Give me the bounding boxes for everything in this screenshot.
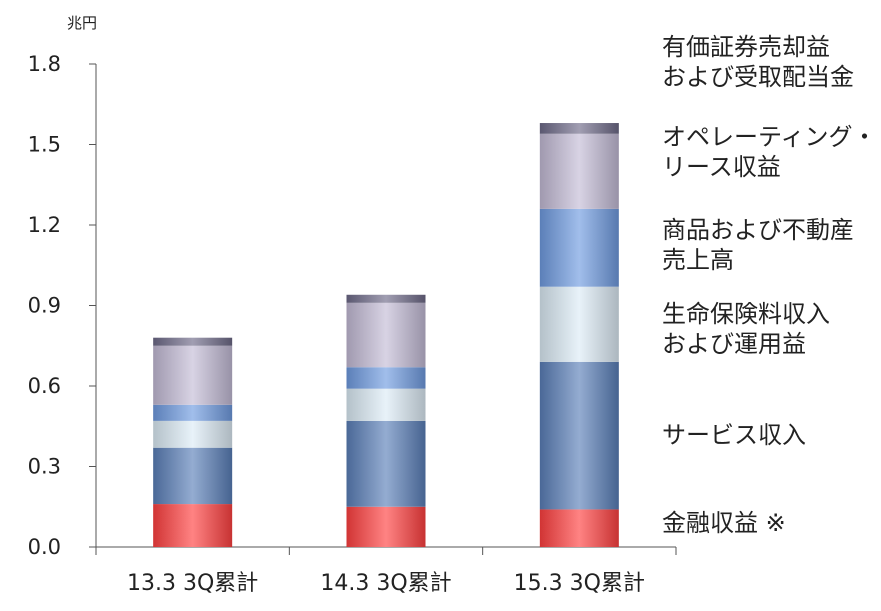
y-tick-label: 0.0	[28, 535, 61, 559]
legend-item-label: 金融収益 ※	[662, 509, 786, 537]
bar-segment	[153, 420, 233, 448]
bars: 13.3 3Q累計 14.3 3Q累計 15.3 3Q累計	[127, 123, 645, 596]
y-axis-unit-label: 兆円	[67, 14, 97, 32]
legend-item-label: 生命保険料収入および運用益	[662, 300, 830, 358]
axes: 0.0 0.3 0.6 0.9 1.2 1.5 1.8	[28, 52, 677, 559]
y-tick-label: 0.9	[28, 294, 61, 318]
y-tick-label: 1.2	[28, 213, 61, 237]
y-tick-label: 0.6	[28, 374, 61, 398]
bar-segment	[153, 447, 233, 505]
bar-segment	[539, 208, 619, 287]
x-category-label: 15.3 3Q累計	[514, 571, 645, 596]
legend-item-label: オペレーティング・リース収益	[662, 123, 877, 181]
bar-segment	[346, 294, 426, 303]
bar-segment	[153, 345, 233, 405]
legend: 金融収益 ※ サービス収入 生命保険料収入および運用益商品および不動産売上高オペレー…	[662, 33, 877, 537]
bar-segment	[153, 504, 233, 547]
bar-segment	[539, 123, 619, 134]
bar-segment	[539, 133, 619, 209]
bar-segment	[153, 404, 233, 421]
legend-item-label: 商品および不動産売上高	[662, 216, 854, 274]
y-tick-label: 0.3	[28, 455, 61, 479]
y-tick-label: 1.5	[28, 133, 61, 157]
bar-segment	[346, 420, 426, 507]
x-category-label: 13.3 3Q累計	[127, 571, 258, 596]
legend-item-label: サービス収入	[662, 421, 806, 449]
bar-segment	[346, 388, 426, 421]
y-tick-label: 1.8	[28, 52, 61, 76]
legend-item-label: 有価証券売却益および受取配当金	[662, 33, 854, 91]
bar-segment	[346, 302, 426, 368]
bar-segment	[539, 361, 619, 510]
bar-segment	[346, 506, 426, 547]
bar-segment	[346, 367, 426, 389]
bar-segment	[539, 286, 619, 362]
x-category-label: 14.3 3Q累計	[320, 571, 451, 596]
bar-segment	[153, 337, 233, 346]
bar-segment	[539, 509, 619, 547]
